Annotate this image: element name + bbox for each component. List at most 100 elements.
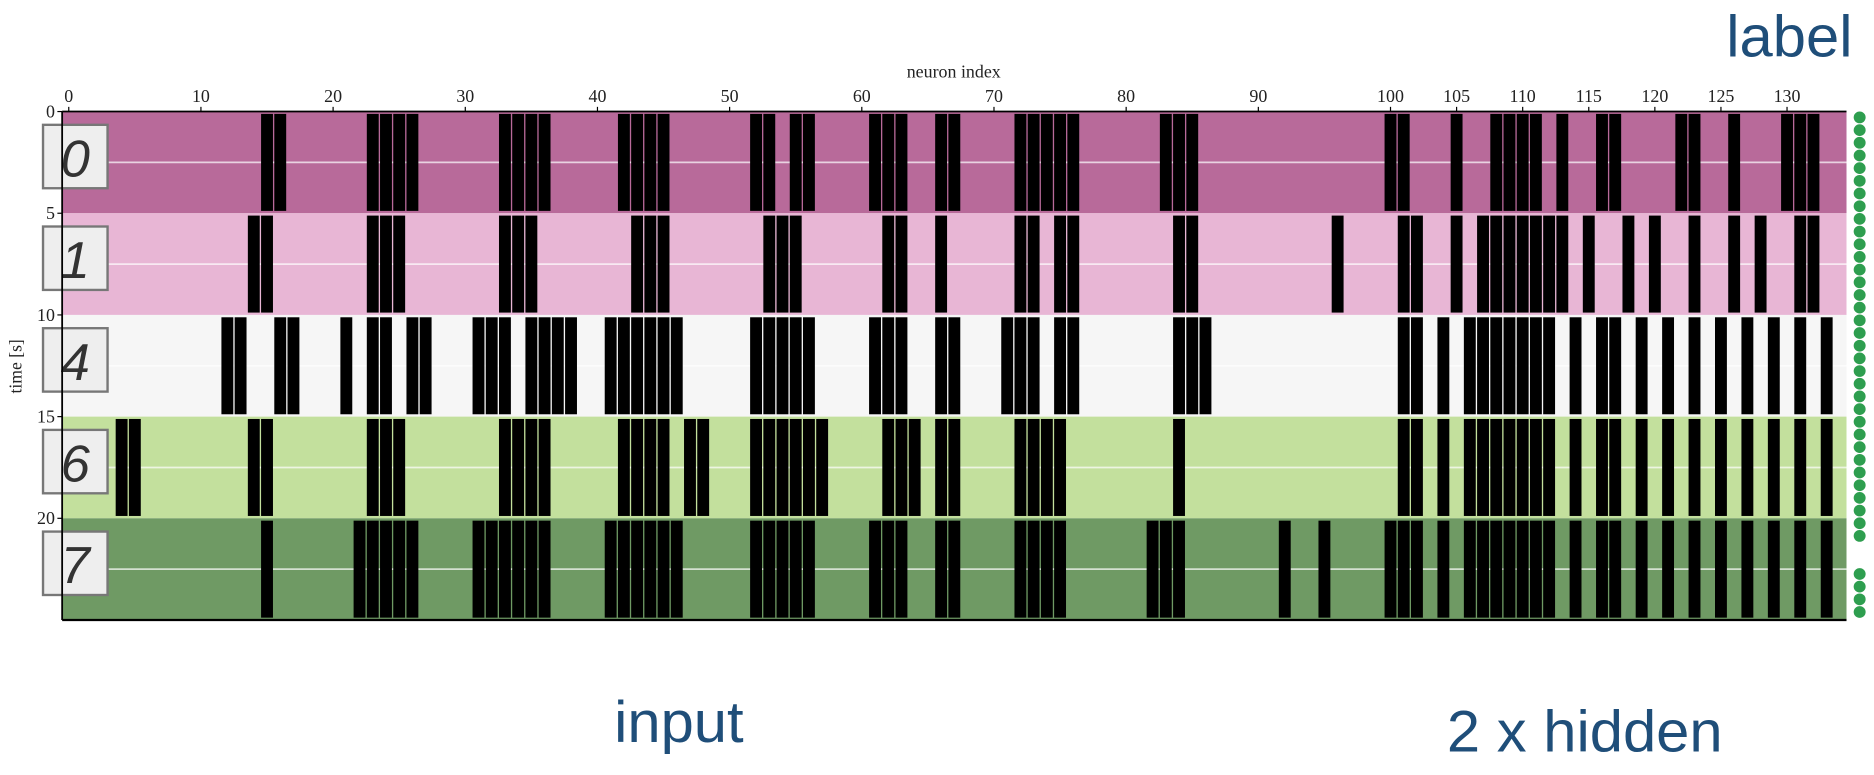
spike-train [1569, 317, 1582, 415]
spike-train [1463, 520, 1476, 618]
y-axis-label: time [s] [5, 339, 25, 393]
spike-train [750, 317, 763, 415]
y-tick-label: 5 [46, 203, 55, 223]
spike-train [1410, 418, 1423, 516]
x-tick-label: 0 [64, 86, 73, 106]
x-tick-label: 70 [985, 86, 1003, 106]
y-tick-label: 10 [37, 305, 55, 325]
label-neuron-dot [1853, 352, 1866, 365]
spike-train [1186, 215, 1199, 313]
label-neuron-dot [1853, 593, 1866, 606]
spike-train [538, 418, 551, 516]
spike-train [1609, 520, 1622, 618]
digit-box [41, 225, 109, 292]
spike-train [1027, 418, 1040, 516]
spike-train [1767, 317, 1780, 415]
spike-train [1067, 317, 1080, 415]
spike-train [128, 418, 141, 516]
spike-train [115, 418, 128, 516]
hidden-annotation: 2 x hidden [1447, 698, 1723, 764]
spike-train [1490, 113, 1503, 211]
spike-train [1688, 215, 1701, 313]
spike-train [1477, 520, 1489, 618]
spike-train [763, 520, 776, 618]
spike-train [802, 520, 815, 618]
spike-train [1410, 317, 1423, 415]
x-tick-label: 125 [1708, 86, 1735, 106]
spike-train [340, 317, 353, 415]
digit-box [41, 123, 109, 190]
spike-train [684, 418, 696, 516]
spike-train [498, 317, 511, 415]
label-neuron-dot [1853, 314, 1866, 327]
input-annotation: input [614, 689, 744, 755]
x-tick-label: 110 [1510, 86, 1536, 106]
spike-train [948, 317, 961, 415]
spike-train [802, 113, 815, 211]
spike-train [1450, 215, 1463, 313]
spike-train [1173, 317, 1185, 415]
spike-train [1662, 418, 1675, 516]
spike-train [763, 317, 776, 415]
spike-train [1503, 113, 1516, 211]
spike-train [1186, 317, 1199, 415]
spike-train [1397, 418, 1410, 516]
spike-train [789, 215, 802, 313]
spike-train [1186, 113, 1199, 211]
spike-train [617, 520, 630, 618]
spike-train [1490, 317, 1503, 415]
spike-train [657, 215, 670, 313]
spike-train [869, 317, 881, 415]
spike-train [1477, 317, 1489, 415]
spike-train [498, 418, 511, 516]
spike-train [1173, 520, 1185, 618]
spike-train [895, 113, 908, 211]
label-neuron-dot [1853, 251, 1866, 263]
spike-train [1516, 215, 1529, 313]
spike-train [763, 418, 776, 516]
spike-train [380, 215, 392, 313]
spike-train [366, 418, 379, 516]
spike-train [221, 317, 234, 415]
spike-train [895, 317, 908, 415]
digit: 7 [61, 538, 92, 595]
spike-train [697, 418, 710, 516]
spike-train [1675, 113, 1688, 211]
label-neuron-dot [1853, 568, 1866, 580]
spike-train [1688, 418, 1701, 516]
spike-train [1146, 520, 1159, 618]
spike-train [538, 520, 551, 618]
spike-train [776, 215, 789, 313]
spike-train [789, 113, 802, 211]
spike-train [1397, 215, 1410, 313]
x-tick-label: 90 [1249, 86, 1267, 106]
spike-train [935, 520, 948, 618]
spike-train [393, 520, 406, 618]
spike-train [1199, 317, 1212, 415]
spike-train [895, 520, 908, 618]
spike-train [895, 418, 908, 516]
spike-train [1027, 215, 1040, 313]
spike-train [1318, 520, 1331, 618]
spike-train [1477, 418, 1489, 516]
label-neuron-dot [1853, 403, 1866, 415]
label-neuron-dot [1853, 162, 1866, 175]
label-neuron-dot [1853, 327, 1866, 339]
spike-train [1794, 317, 1807, 415]
spike-train [512, 520, 525, 618]
x-tick-label: 30 [456, 86, 474, 106]
spike-train [1014, 113, 1027, 211]
spike-train [1529, 317, 1542, 415]
spike-train [1040, 520, 1053, 618]
spike-train [1014, 215, 1027, 313]
spike-train [1173, 113, 1185, 211]
spike-train [1516, 418, 1529, 516]
spike-train [1529, 215, 1542, 313]
spike-train [882, 113, 895, 211]
spike-train [512, 418, 525, 516]
spike-train [498, 215, 511, 313]
spike-train [1054, 520, 1067, 618]
label-neuron-dot [1853, 238, 1866, 251]
spike-train [657, 520, 670, 618]
spike-train [1807, 113, 1820, 211]
